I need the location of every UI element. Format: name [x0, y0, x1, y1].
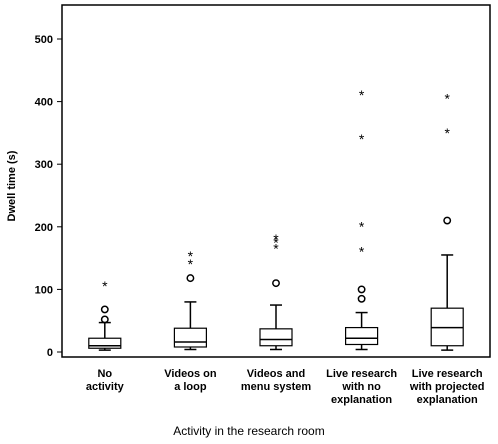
extreme-point: *	[273, 231, 279, 247]
box	[88, 337, 122, 349]
box	[345, 326, 379, 346]
y-tick-label: 300	[35, 159, 53, 171]
y-tick-label: 400	[35, 97, 53, 109]
extreme-point: *	[444, 125, 450, 141]
outlier-point	[186, 274, 195, 283]
outlier-point	[100, 305, 109, 314]
box	[259, 328, 293, 347]
y-tick-label: 200	[35, 222, 53, 234]
category-label: Live research with projected explanation	[409, 368, 485, 406]
extreme-point: *	[188, 248, 194, 264]
extreme-point: *	[273, 234, 279, 250]
outlier-point	[100, 315, 109, 324]
category-label: Live research with no explanation	[326, 368, 398, 406]
outlier-point	[272, 279, 280, 288]
outlier-point	[357, 285, 366, 294]
extreme-point: *	[102, 278, 108, 294]
plot-frame	[61, 4, 491, 358]
y-axis-label: Dwell time (s)	[6, 150, 18, 222]
extreme-point: *	[444, 90, 450, 106]
y-tick-label: 100	[35, 284, 53, 296]
x-axis-label: Activity in the research room	[173, 424, 325, 438]
extreme-point: *	[359, 219, 365, 235]
outlier-point	[443, 216, 452, 225]
extreme-point: *	[359, 131, 365, 147]
y-tick-label: 500	[35, 34, 53, 46]
outlier-point	[357, 294, 366, 303]
category-label: Videos and menu system	[240, 368, 312, 393]
extreme-point: *	[273, 241, 279, 257]
category-label: Videos on a loop	[164, 368, 217, 393]
extreme-point: *	[359, 244, 365, 260]
extreme-point: *	[359, 87, 365, 103]
y-tick-label: 0	[47, 347, 53, 359]
extreme-point: *	[188, 256, 194, 272]
box	[173, 327, 207, 348]
category-label: No activity	[85, 368, 124, 393]
